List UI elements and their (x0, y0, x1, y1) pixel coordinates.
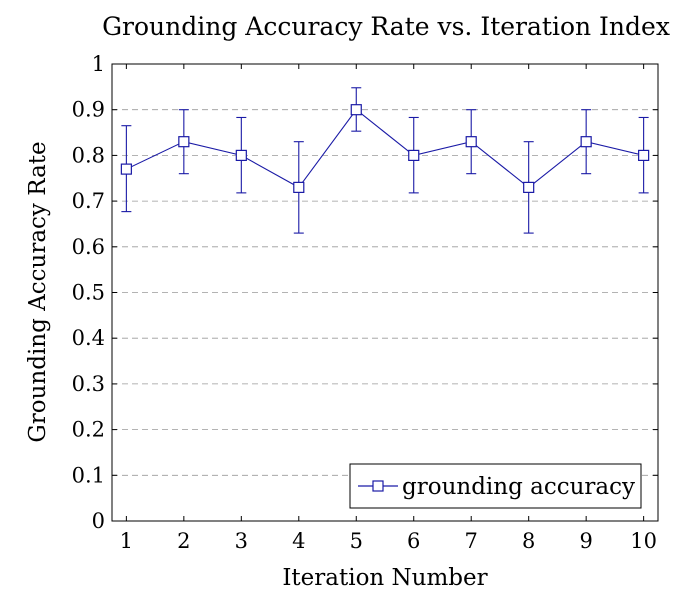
chart-title: Grounding Accuracy Rate vs. Iteration In… (102, 12, 670, 41)
data-point-9 (580, 136, 592, 148)
y-tick-label-10: 1 (92, 52, 105, 76)
x-tick-label-3: 4 (292, 529, 305, 553)
legend-entry-grounding-accuracy: grounding accuracy (402, 474, 635, 500)
data-point-1 (120, 163, 132, 175)
legend: grounding accuracy (349, 463, 642, 509)
y-tick-label-2: 0.2 (72, 418, 105, 442)
axis-ticks: 0 0.1 0.2 0.3 0.4 0.5 0.6 0.7 0.8 0.9 1 1 2 3 4 5 6 7 8 9 10 (72, 52, 658, 553)
data-point-6 (408, 149, 420, 161)
x-tick-label-0: 1 (120, 529, 133, 553)
series-line-0 (126, 108, 644, 189)
x-tick-label-7: 8 (522, 529, 535, 553)
y-tick-label-6: 0.6 (72, 235, 105, 259)
y-tick-label-1: 0.1 (72, 463, 105, 487)
x-tick-label-5: 6 (407, 529, 420, 553)
grid-lines (112, 109, 658, 476)
y-tick-label-8: 0.8 (72, 143, 105, 167)
y-tick-label-0: 0 (92, 509, 105, 533)
x-axis-label: Iteration Number (282, 565, 487, 591)
y-tick-label-7: 0.7 (72, 189, 105, 213)
data-point-4 (293, 181, 305, 193)
x-tick-label-1: 2 (177, 529, 190, 553)
data-point-8 (523, 181, 535, 193)
y-axis-label: Grounding Accuracy Rate (25, 141, 51, 442)
series-0 (120, 87, 650, 234)
data-point-7 (465, 136, 477, 148)
x-tick-label-4: 5 (350, 529, 363, 553)
y-tick-label-9: 0.9 (72, 98, 105, 122)
data-point-3 (235, 149, 247, 161)
x-tick-label-6: 7 (465, 529, 478, 553)
data-point-10 (638, 149, 650, 161)
y-tick-label-4: 0.4 (72, 326, 105, 350)
x-tick-label-2: 3 (235, 529, 248, 553)
legend-box (349, 463, 642, 509)
legend-marker-square (372, 480, 384, 492)
y-tick-label-3: 0.3 (72, 372, 105, 396)
data-point-2 (178, 136, 190, 148)
x-tick-label-9: 10 (630, 529, 657, 553)
x-tick-label-8: 9 (579, 529, 592, 553)
data-point-5 (350, 104, 362, 116)
y-tick-label-5: 0.5 (72, 281, 105, 305)
series-layer (120, 87, 650, 234)
